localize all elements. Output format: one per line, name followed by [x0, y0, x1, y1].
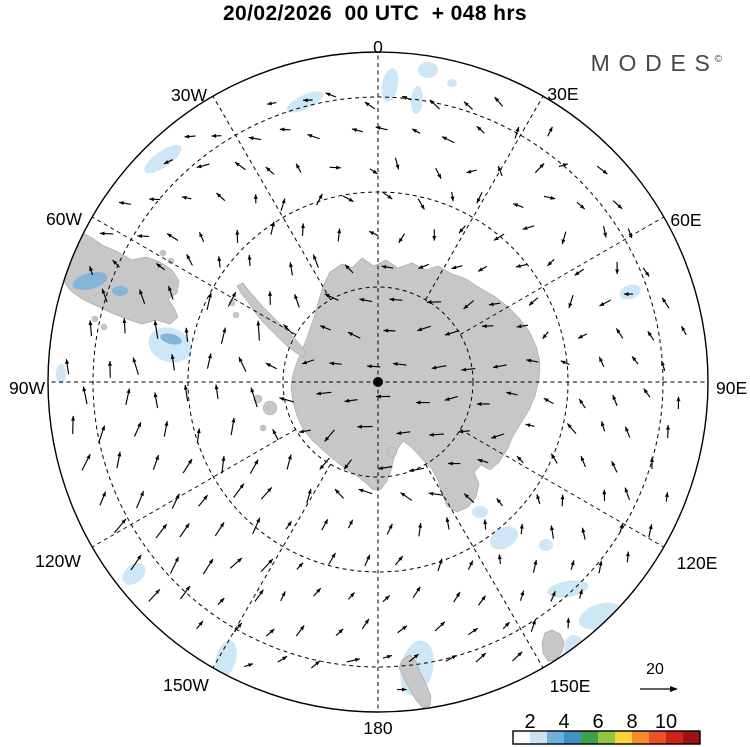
shade-patch — [215, 640, 237, 678]
south-pole-dot — [373, 377, 383, 387]
colorbar-segment — [683, 731, 700, 744]
meridian-line — [425, 95, 544, 300]
graticule — [48, 52, 708, 712]
reference-arrow-label: 20 — [646, 661, 664, 678]
longitude-label: 90E — [716, 378, 747, 398]
meridian-line — [91, 216, 296, 335]
island — [159, 249, 167, 257]
meridian-line — [91, 429, 296, 548]
longitude-label: 120W — [35, 551, 81, 571]
shade-patch — [619, 284, 641, 300]
tasmania — [541, 629, 565, 662]
colorbar-tick-label: 6 — [592, 711, 603, 733]
longitude-label: 90W — [9, 378, 45, 398]
colorbar-segment — [615, 731, 632, 744]
longitude-label: 120E — [677, 553, 718, 573]
shade-patch — [418, 62, 438, 78]
modes-logo: MODES© — [591, 50, 722, 77]
shade-patch — [539, 539, 553, 551]
map-boundary-circle — [47, 51, 709, 713]
colorbar-tick-label: 8 — [626, 711, 637, 733]
colorbar-segment — [547, 731, 564, 744]
copyright-mark: © — [714, 54, 722, 65]
island — [386, 446, 398, 458]
meridian-line — [425, 464, 544, 669]
colorbar-tick-label: 4 — [558, 711, 569, 733]
longitude-label: 180 — [363, 718, 392, 738]
shade-patch-dark — [160, 333, 182, 345]
shade-patch — [148, 327, 192, 363]
antarctica-body — [290, 257, 541, 513]
meridian-line — [212, 95, 331, 300]
colorbar-tick-label: 10 — [655, 711, 677, 733]
island — [262, 400, 278, 416]
land-layer — [56, 227, 565, 709]
colorbar-segment — [564, 731, 581, 744]
longitude-label: 60W — [46, 209, 82, 229]
colorbar-segment — [581, 731, 598, 744]
shade-patch — [144, 144, 182, 174]
longitude-label: 60E — [670, 210, 701, 230]
longitude-label: 150E — [550, 676, 591, 696]
colorbar-segment — [513, 731, 530, 744]
meridian-line — [460, 216, 665, 335]
shade-patch — [381, 68, 399, 102]
island — [167, 257, 175, 265]
colorbar: 2 4 6 8 10 — [512, 711, 701, 745]
antarctic-peninsula — [236, 282, 307, 358]
colorbar-segment — [598, 731, 615, 744]
island — [232, 311, 240, 319]
shade-patch — [447, 79, 457, 87]
wind-vector-field — [65, 92, 687, 692]
shade-patch-dark — [72, 271, 108, 291]
shade-patch — [472, 506, 488, 518]
longitude-label: 150W — [163, 675, 209, 695]
latitude-circle — [282, 286, 474, 478]
longitude-label: 30E — [547, 84, 578, 104]
page-title: 20/02/2026 00 UTC + 048 hrs — [222, 2, 528, 25]
shade-patch — [122, 563, 146, 585]
longitude-label: 30W — [171, 85, 207, 105]
island — [253, 394, 263, 404]
meridian-line — [212, 464, 331, 669]
longitude-label: 0 — [373, 37, 383, 57]
colorbar-segment — [530, 731, 547, 744]
colorbar-border — [512, 730, 701, 745]
modes-logo-text: MODES — [590, 50, 719, 76]
shade-patch-dark — [112, 286, 128, 296]
south-america-tip — [56, 227, 180, 325]
island — [100, 323, 108, 331]
colorbar-segment — [649, 731, 666, 744]
shaded-regions-dark — [72, 271, 182, 345]
colorbar-segment — [632, 731, 649, 744]
reference-arrow: 20 — [640, 661, 678, 692]
meridian-line — [460, 429, 665, 548]
colorbar-tick-label: 2 — [524, 711, 535, 733]
shade-patch — [490, 526, 518, 550]
island — [91, 315, 99, 323]
colorbar-segment — [666, 731, 683, 744]
shade-patch — [286, 91, 324, 113]
shade-patch — [56, 364, 66, 384]
new-zealand — [398, 654, 432, 709]
island — [259, 424, 267, 432]
